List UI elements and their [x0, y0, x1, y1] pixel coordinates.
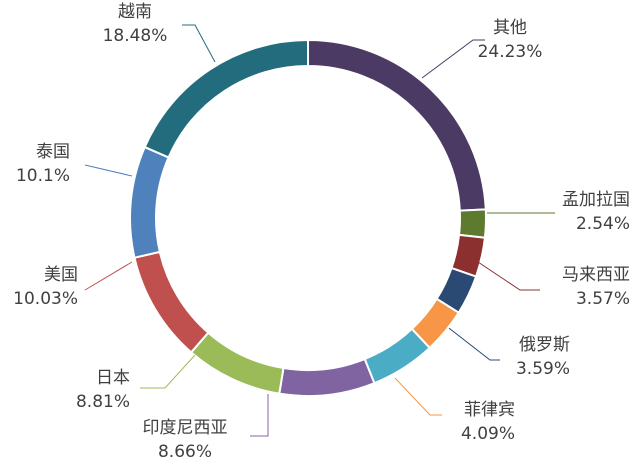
- leader-line: [477, 261, 540, 291]
- value-label: 3.59%: [516, 359, 570, 379]
- value-label: 10.1%: [16, 166, 70, 186]
- leader-line: [394, 377, 442, 416]
- leader-line: [84, 164, 133, 177]
- category-label: 美国: [44, 265, 78, 285]
- leader-line: [250, 394, 269, 437]
- value-label: 8.81%: [76, 392, 130, 412]
- leader-line: [182, 24, 216, 63]
- value-label: 8.66%: [158, 442, 212, 458]
- category-label: 日本: [96, 368, 130, 388]
- category-label: 马来西亚: [562, 265, 630, 285]
- value-label: 4.09%: [461, 424, 515, 444]
- value-label: 10.03%: [13, 289, 78, 309]
- category-label: 越南: [118, 2, 152, 22]
- category-label: 印度尼西亚: [143, 418, 228, 438]
- value-label: 2.54%: [576, 214, 630, 234]
- leader-line: [140, 354, 196, 389]
- donut-segment: [307, 38, 487, 212]
- category-label: 泰国: [36, 142, 70, 162]
- category-label: 俄罗斯: [519, 335, 570, 355]
- donut-segment: [278, 357, 376, 397]
- donut-segment: [129, 145, 170, 259]
- donut-segment: [363, 327, 432, 385]
- donut-segment: [457, 208, 487, 239]
- value-label: 18.48%: [103, 26, 168, 46]
- leader-line: [84, 261, 133, 291]
- donut-segment: [133, 250, 210, 354]
- donut-segment: [189, 331, 285, 395]
- leader-line: [421, 39, 485, 79]
- donut-segment: [143, 38, 309, 159]
- category-label: 其他: [493, 18, 527, 38]
- value-label: 24.23%: [478, 42, 543, 62]
- leader-line: [444, 324, 500, 361]
- category-label: 菲律宾: [464, 400, 515, 420]
- category-label: 孟加拉国: [562, 190, 630, 210]
- value-label: 3.57%: [576, 289, 630, 309]
